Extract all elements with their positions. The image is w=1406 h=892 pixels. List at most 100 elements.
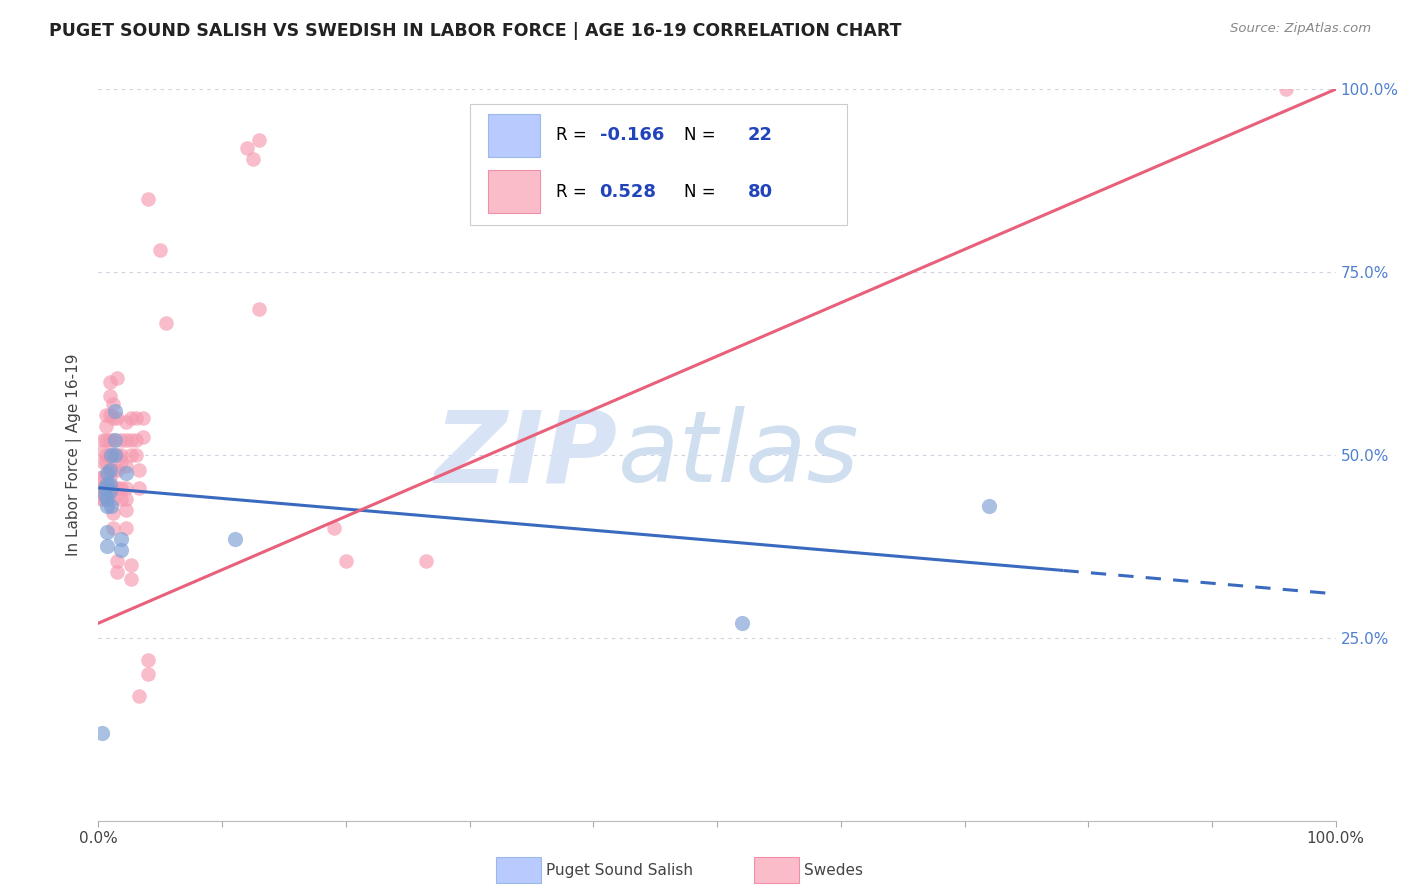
Point: [93, 491, 115, 506]
Point: [120, 434, 142, 448]
Point: [98, 434, 121, 448]
Point: [96, 499, 118, 513]
Point: [224, 532, 246, 546]
Point: [105, 481, 128, 495]
Point: [103, 491, 125, 506]
Point: [91, 470, 114, 484]
Point: [98, 470, 121, 484]
Point: [335, 554, 357, 568]
Point: [110, 532, 132, 546]
Point: [100, 499, 122, 513]
Text: R =: R =: [557, 127, 592, 145]
Point: [105, 371, 128, 385]
Point: [120, 448, 142, 462]
Point: [322, 521, 344, 535]
Point: [98, 481, 121, 495]
Point: [236, 141, 259, 155]
Point: [120, 558, 142, 572]
Text: PUGET SOUND SALISH VS SWEDISH IN LABOR FORCE | AGE 16-19 CORRELATION CHART: PUGET SOUND SALISH VS SWEDISH IN LABOR F…: [49, 22, 901, 40]
Point: [98, 481, 121, 495]
Point: [731, 616, 754, 631]
Text: -0.166: -0.166: [599, 127, 664, 145]
Point: [91, 491, 114, 506]
Point: [91, 481, 114, 495]
Point: [110, 491, 132, 506]
Point: [98, 477, 121, 491]
Text: N =: N =: [683, 127, 720, 145]
Point: [94, 488, 117, 502]
Point: [105, 554, 128, 568]
Point: [114, 503, 136, 517]
Point: [105, 448, 128, 462]
Point: [94, 434, 117, 448]
Point: [96, 466, 118, 480]
Point: [96, 477, 118, 491]
Point: [242, 152, 264, 166]
Point: [124, 411, 146, 425]
Point: [93, 455, 115, 469]
Point: [96, 524, 118, 539]
Point: [105, 462, 128, 476]
Point: [100, 448, 122, 462]
Point: [94, 470, 117, 484]
FancyBboxPatch shape: [488, 170, 540, 213]
Point: [103, 448, 125, 462]
Point: [114, 491, 136, 506]
Point: [98, 389, 121, 403]
Point: [103, 411, 125, 425]
Text: 22: 22: [748, 127, 773, 145]
Text: N =: N =: [683, 183, 720, 201]
Point: [132, 430, 155, 444]
Point: [132, 411, 155, 425]
Point: [103, 507, 125, 521]
Point: [94, 418, 117, 433]
Point: [94, 448, 117, 462]
Point: [136, 667, 159, 681]
Point: [110, 481, 132, 495]
Text: 80: 80: [748, 183, 773, 201]
Point: [98, 462, 121, 476]
Point: [98, 375, 121, 389]
Point: [93, 434, 115, 448]
Point: [124, 434, 146, 448]
Point: [120, 411, 142, 425]
Text: ZIP: ZIP: [434, 407, 619, 503]
Point: [98, 462, 121, 476]
Text: Swedes: Swedes: [804, 863, 863, 878]
Y-axis label: In Labor Force | Age 16-19: In Labor Force | Age 16-19: [66, 353, 83, 557]
Text: 0.528: 0.528: [599, 183, 657, 201]
Point: [128, 690, 150, 704]
Point: [93, 488, 115, 502]
Point: [103, 434, 125, 448]
Point: [93, 444, 115, 458]
Text: atlas: atlas: [619, 407, 859, 503]
Point: [103, 481, 125, 495]
Point: [415, 554, 437, 568]
Point: [114, 481, 136, 495]
Point: [96, 491, 118, 506]
Point: [247, 301, 270, 316]
Point: [124, 448, 146, 462]
Point: [96, 539, 118, 553]
Point: [94, 481, 117, 495]
Point: [149, 243, 172, 257]
Point: [110, 448, 132, 462]
Text: R =: R =: [557, 183, 592, 201]
Point: [114, 458, 136, 473]
Point: [93, 481, 115, 495]
Point: [128, 481, 150, 495]
Point: [93, 481, 115, 495]
Point: [94, 455, 117, 469]
Point: [103, 462, 125, 476]
Point: [94, 491, 117, 506]
Point: [110, 434, 132, 448]
Point: [98, 484, 121, 499]
Point: [120, 572, 142, 586]
Point: [114, 434, 136, 448]
Point: [98, 448, 121, 462]
Point: [979, 499, 1001, 513]
Point: [114, 466, 136, 480]
Text: Source: ZipAtlas.com: Source: ZipAtlas.com: [1230, 22, 1371, 36]
Point: [136, 192, 159, 206]
Point: [136, 653, 159, 667]
